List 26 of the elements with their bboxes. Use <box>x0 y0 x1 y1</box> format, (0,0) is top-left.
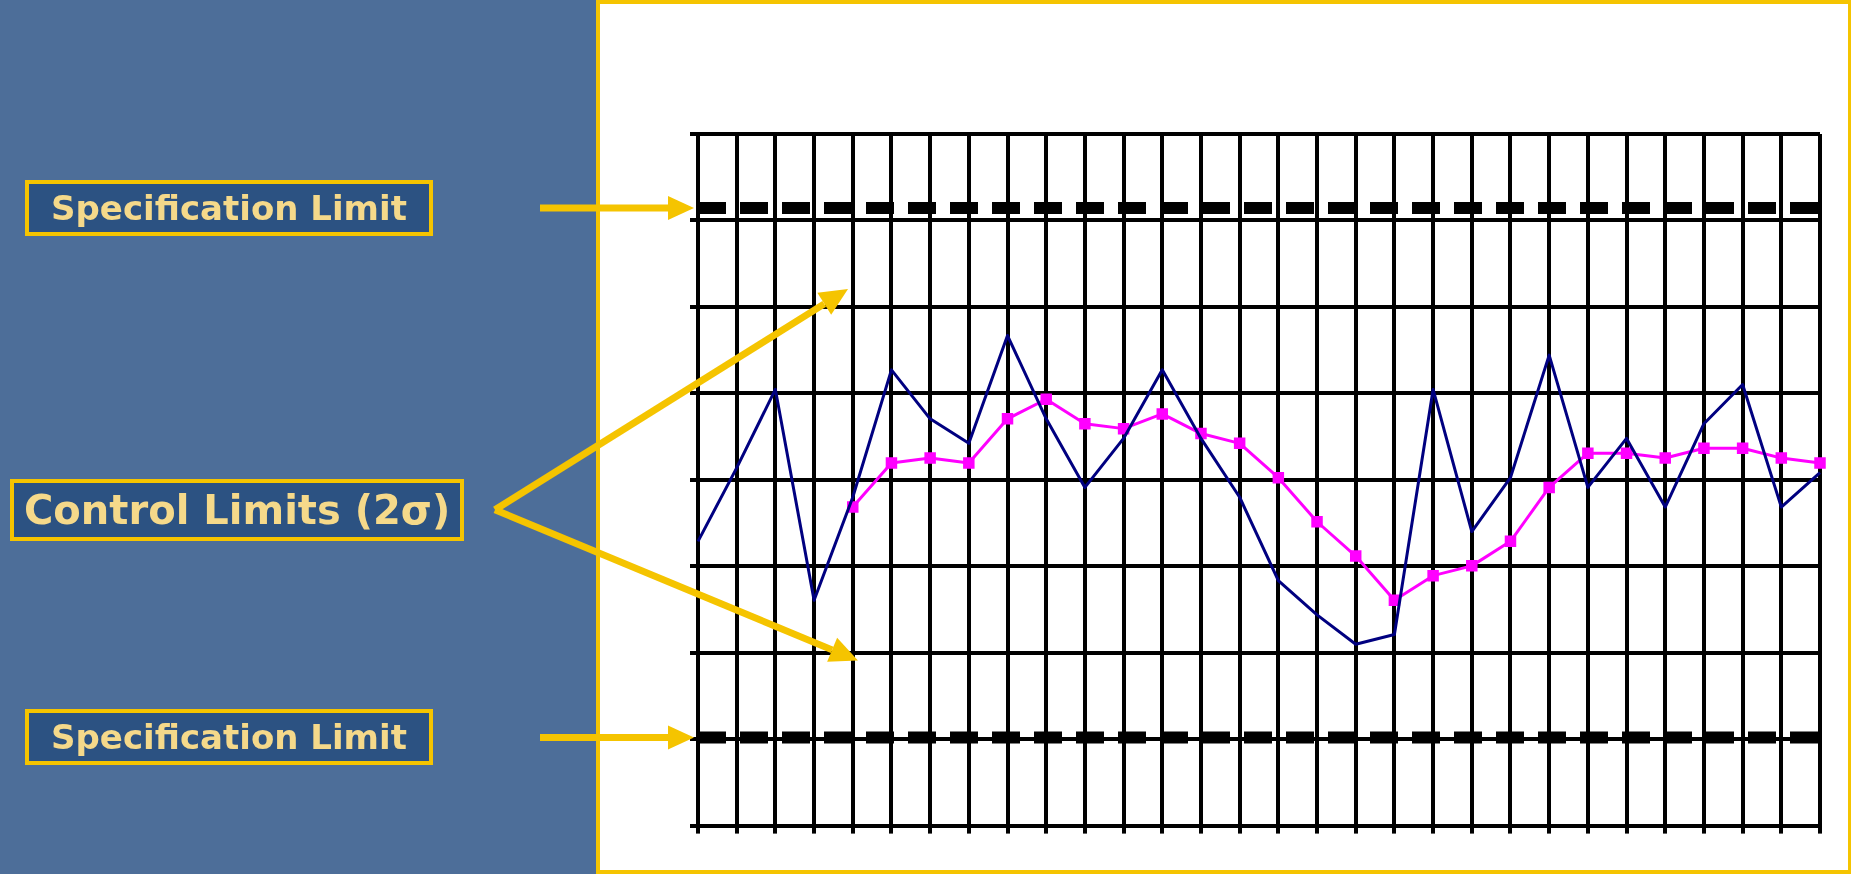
point <box>1814 457 1826 469</box>
point <box>1698 442 1710 454</box>
point <box>1543 481 1555 494</box>
point <box>1775 452 1788 464</box>
point <box>1233 437 1246 450</box>
point <box>1582 447 1594 459</box>
point <box>1040 393 1052 405</box>
point <box>1388 594 1401 606</box>
point <box>963 457 975 469</box>
text: Specification Limit <box>25 709 433 766</box>
text: Specification Limit <box>25 180 433 237</box>
point <box>924 452 936 464</box>
point <box>1079 417 1091 430</box>
point <box>1001 413 1014 425</box>
point <box>1736 442 1749 454</box>
point <box>1156 408 1169 420</box>
point <box>1620 447 1633 459</box>
point <box>1349 550 1362 562</box>
point <box>1311 516 1323 528</box>
point <box>1272 471 1285 484</box>
point <box>885 457 898 469</box>
point <box>1427 569 1439 582</box>
text: Control Limits (2σ) <box>10 478 465 541</box>
point <box>1466 560 1478 572</box>
point <box>1504 535 1517 548</box>
point <box>1659 452 1671 464</box>
